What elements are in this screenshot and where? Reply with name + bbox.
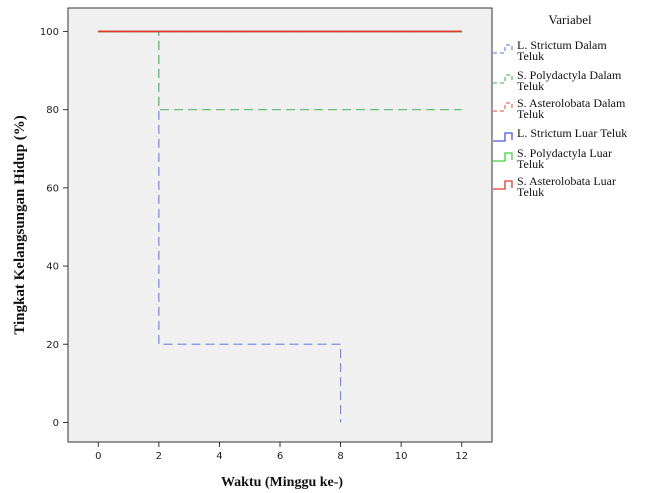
x-tick-label-10: 10	[395, 451, 408, 462]
legend-label-3-line-2: Teluk	[517, 107, 544, 121]
legend-swatch-5	[493, 152, 513, 162]
legend-label-5-line-1: S. Polydactyla Luar	[517, 146, 612, 160]
x-axis: 0 2 4 6 8 10 12	[95, 442, 468, 462]
legend-label-4-line-1: L. Strictum Luar Teluk	[517, 126, 627, 140]
legend-label-1-line-1: L. Strictum Dalam	[517, 38, 607, 52]
y-tick-label-0: 0	[53, 418, 59, 429]
y-tick-label-40: 40	[46, 262, 59, 273]
legend-label-3-line-1: S. Asterolobata Dalam	[517, 96, 626, 110]
legend-label-2-line-2: Teluk	[517, 79, 544, 93]
x-tick-label-2: 2	[156, 451, 162, 462]
legend-swatch-4	[493, 132, 513, 142]
y-axis: 0 20 40 60 80 100	[40, 27, 68, 429]
legend-swatch-2	[493, 74, 513, 84]
y-tick-label-20: 20	[46, 340, 59, 351]
legend-label-1-line-2: Teluk	[517, 49, 544, 63]
series-layer	[98, 30, 462, 423]
legend-title: Variabel	[548, 12, 592, 27]
x-tick-label-12: 12	[455, 451, 468, 462]
legend-swatch-6	[493, 180, 513, 190]
y-axis-title: Tingkat Kelangsungan Hidup (%)	[12, 115, 28, 334]
legend-swatch-1	[493, 44, 513, 54]
legend-item-4: L. Strictum Luar Teluk	[493, 126, 627, 142]
x-tick-label-4: 4	[216, 451, 222, 462]
x-tick-label-8: 8	[337, 451, 343, 462]
x-axis-title: Waktu (Minggu ke-)	[221, 475, 343, 490]
x-tick-label-6: 6	[277, 451, 283, 462]
legend-swatch-3	[493, 102, 513, 112]
y-tick-label-100: 100	[40, 27, 59, 38]
legend-label-2-line-1: S. Polydactyla Dalam	[517, 68, 622, 82]
legend-label-6-line-1: S. Asterolobata Luar	[517, 174, 616, 188]
x-tick-label-0: 0	[95, 451, 101, 462]
y-tick-label-80: 80	[46, 105, 59, 116]
legend-label-6-line-2: Teluk	[517, 185, 544, 199]
plot-area	[67, 7, 493, 443]
legend-label-5-line-2: Teluk	[517, 157, 544, 171]
series-line-1	[98, 30, 342, 423]
y-tick-label-60: 60	[46, 183, 59, 194]
